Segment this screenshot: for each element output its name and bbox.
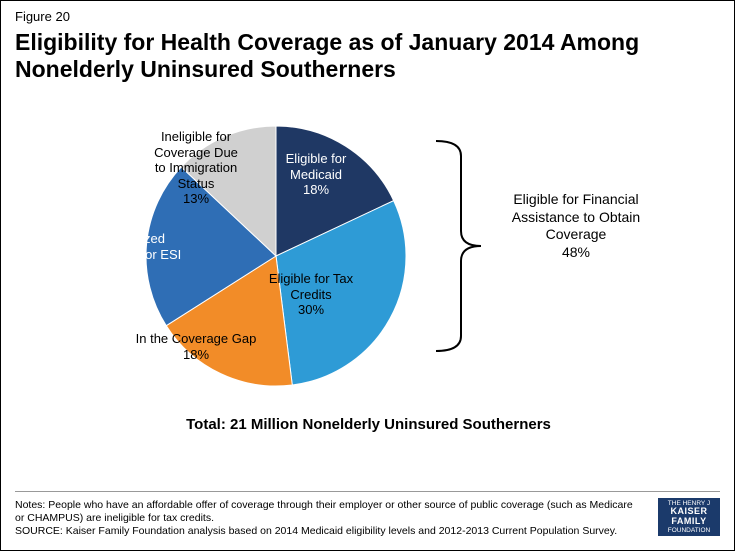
bracket-icon bbox=[431, 126, 491, 386]
chart-area: Eligible forMedicaid18%Eligible for TaxC… bbox=[1, 116, 735, 456]
notes-block: Notes: People who have an affordable off… bbox=[15, 499, 634, 538]
divider bbox=[15, 491, 720, 492]
figure-number: Figure 20 bbox=[15, 9, 70, 24]
bracket-pct: 48% bbox=[562, 244, 590, 260]
bracket-text: Eligible for Financial Assistance to Obt… bbox=[512, 191, 640, 242]
source-line: SOURCE: Kaiser Family Foundation analysi… bbox=[15, 525, 634, 538]
logo-line: FAMILY bbox=[660, 517, 718, 527]
logo-line: FOUNDATION bbox=[660, 527, 718, 534]
total-line: Total: 21 Million Nonelderly Uninsured S… bbox=[1, 416, 735, 433]
bracket-label: Eligible for Financial Assistance to Obt… bbox=[496, 191, 656, 261]
chart-title: Eligibility for Health Coverage as of Ja… bbox=[15, 29, 720, 83]
kff-logo: THE HENRY J KAISER FAMILY FOUNDATION bbox=[658, 498, 720, 536]
pie-chart bbox=[146, 126, 406, 386]
notes-line: Notes: People who have an affordable off… bbox=[15, 499, 634, 525]
